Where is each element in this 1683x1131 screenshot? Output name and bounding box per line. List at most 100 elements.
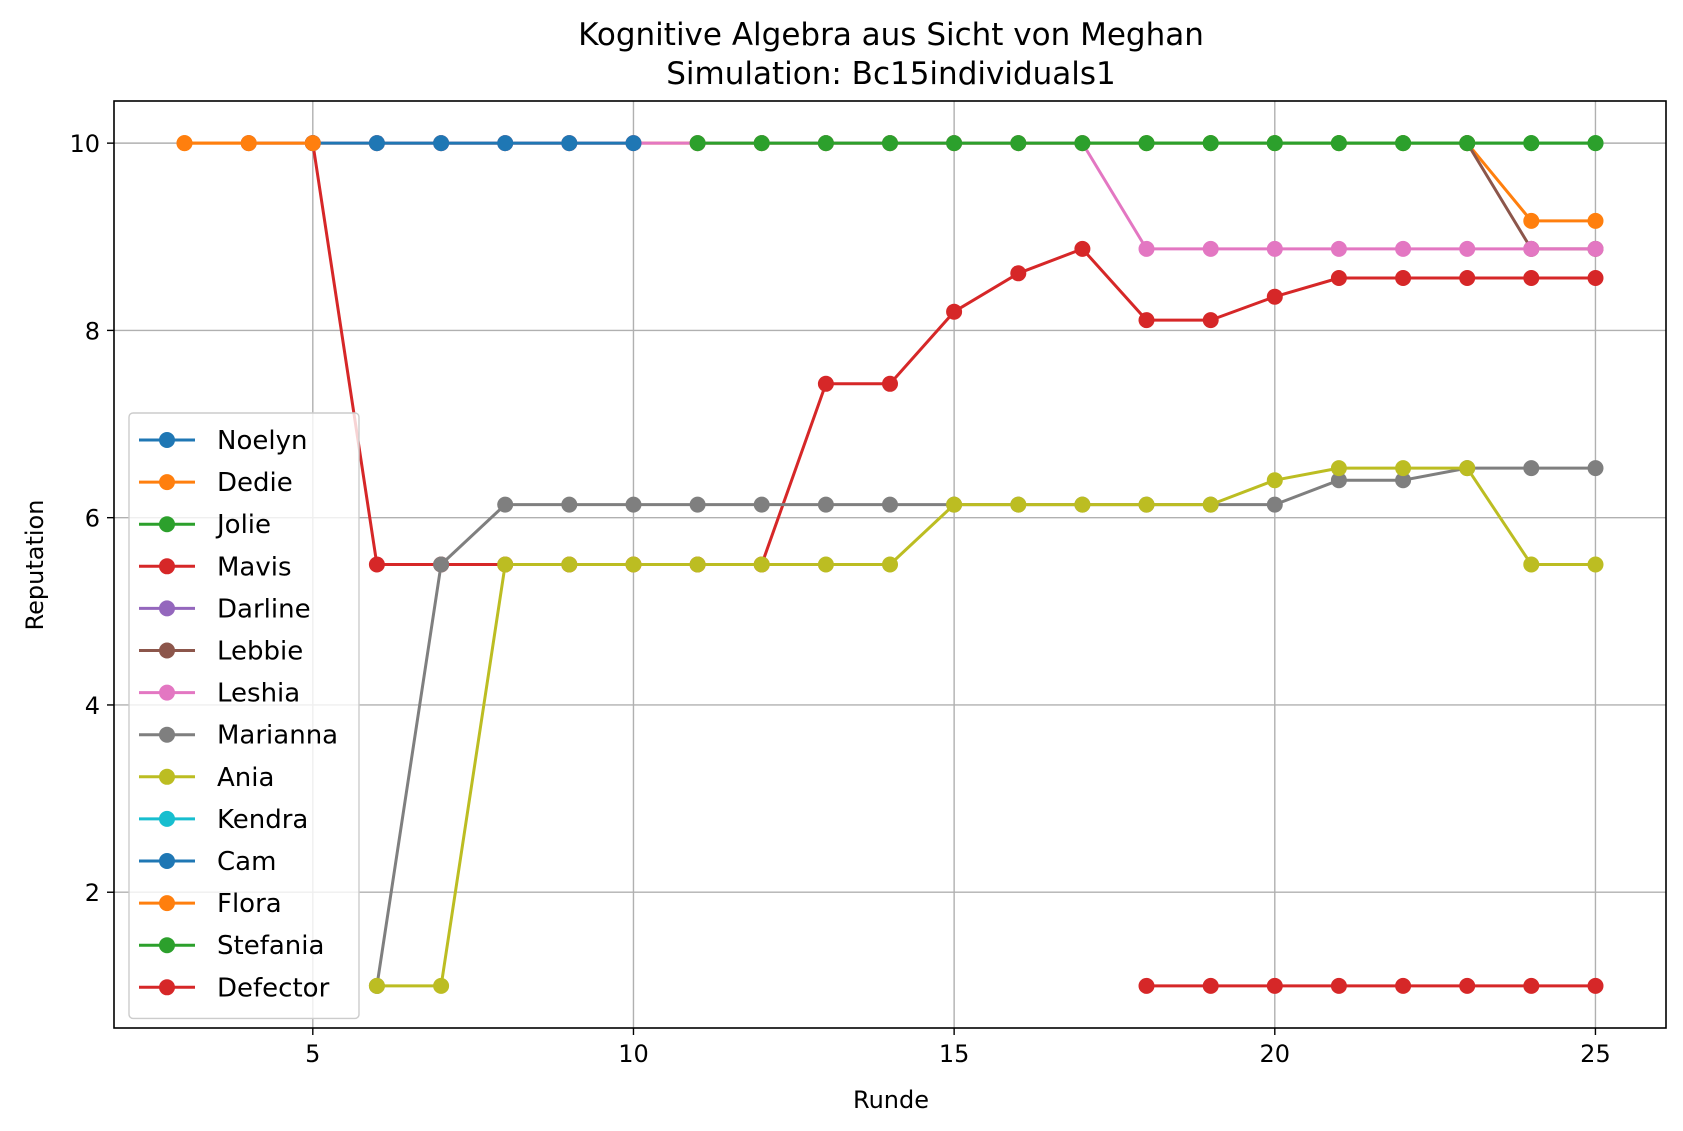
y-tick-label: 8: [85, 317, 100, 345]
legend-marker: [159, 516, 175, 533]
legend-label: Ania: [217, 763, 274, 793]
data-point: [1266, 135, 1283, 152]
legend-label: Darline: [217, 594, 311, 624]
data-point: [1523, 977, 1540, 994]
data-point: [176, 135, 193, 152]
data-point: [1587, 556, 1604, 573]
data-point: [817, 135, 834, 152]
data-point: [689, 556, 706, 573]
data-point: [882, 135, 898, 152]
data-point: [1266, 472, 1283, 489]
data-point: [1202, 312, 1219, 329]
data-point: [561, 135, 578, 152]
data-point: [433, 135, 450, 152]
legend-marker: [159, 474, 175, 491]
chart-title: Kognitive Algebra aus Sicht von Meghan: [578, 17, 1204, 53]
data-point: [882, 496, 898, 513]
data-point: [1138, 496, 1155, 513]
data-point: [817, 556, 834, 573]
y-tick-label: 6: [85, 505, 100, 533]
data-point: [433, 556, 450, 573]
legend-entry: Dedie: [139, 468, 293, 498]
data-point: [561, 556, 578, 573]
legend-label: Jolie: [215, 510, 271, 540]
legend-entry: Leshia: [139, 679, 300, 709]
legend-marker: [159, 768, 175, 785]
data-point: [817, 496, 834, 513]
data-point: [1395, 135, 1412, 152]
series-ania: [368, 460, 1604, 994]
y-axis-label: Reputation: [21, 500, 49, 631]
legend: Noelyn Dedie Jolie Mavis Darline Lebbie Leshia…: [128, 412, 360, 1020]
data-point: [1587, 270, 1604, 286]
data-point: [1523, 135, 1540, 152]
legend-entry: Darline: [139, 594, 311, 624]
legend-label: Cam: [217, 847, 276, 877]
x-axis-label: Runde: [853, 1086, 929, 1114]
data-point: [1266, 288, 1283, 305]
data-point: [1074, 496, 1091, 513]
data-point: [368, 556, 385, 573]
x-tick-label: 5: [305, 1040, 320, 1068]
data-point: [753, 556, 770, 573]
axis-ticks: 5 10 15 20 25 2 4 6 8 10: [69, 130, 1610, 1068]
series-defector: [1138, 977, 1604, 994]
data-point: [1202, 135, 1219, 152]
legend-label: Mavis: [217, 552, 292, 582]
y-tick-label: 10: [69, 130, 100, 158]
data-point: [1266, 496, 1283, 513]
data-point: [368, 135, 385, 152]
y-tick-label: 4: [85, 692, 100, 720]
data-point: [625, 556, 642, 573]
data-point: [368, 977, 385, 994]
data-point: [240, 135, 257, 152]
data-point: [1459, 460, 1476, 477]
legend-marker: [159, 600, 175, 617]
data-point: [1587, 240, 1604, 257]
series-stefania: [689, 135, 1604, 152]
legend-marker: [159, 979, 175, 996]
legend-entry: Noelyn: [139, 426, 307, 456]
data-point: [1202, 977, 1219, 994]
legend-label: Flora: [217, 889, 282, 919]
data-point: [497, 556, 514, 573]
data-point: [1074, 135, 1091, 152]
data-point: [1138, 977, 1155, 994]
chart-subtitle: Simulation: Bc15individuals1: [666, 56, 1116, 92]
legend-entry: Kendra: [139, 805, 308, 835]
data-point: [1330, 240, 1347, 257]
data-point: [946, 135, 963, 152]
legend-marker: [159, 810, 175, 827]
series-flora: [176, 135, 321, 152]
data-point: [497, 135, 514, 152]
data-point: [946, 496, 963, 513]
series-line: [376, 466, 1596, 988]
data-point: [1395, 270, 1412, 286]
data-point: [1523, 240, 1540, 257]
data-point: [1010, 135, 1027, 152]
legend-entry: Flora: [139, 889, 282, 919]
data-point: [1459, 977, 1476, 994]
data-point: [1010, 496, 1027, 513]
data-point: [1138, 240, 1155, 257]
data-point: [1523, 270, 1540, 286]
data-point: [1010, 265, 1027, 282]
data-point: [1330, 460, 1347, 477]
legend-label: Leshia: [217, 679, 300, 709]
legend-marker: [159, 853, 175, 869]
series-layer: [176, 135, 1604, 994]
data-point: [1202, 240, 1219, 257]
data-point: [1459, 240, 1476, 257]
legend-label: Kendra: [217, 805, 308, 835]
legend-marker: [159, 558, 175, 575]
data-point: [1523, 212, 1540, 229]
data-point: [1074, 240, 1091, 257]
data-point: [1459, 135, 1476, 152]
data-point: [1587, 135, 1604, 152]
legend-marker: [159, 726, 175, 743]
data-point: [1459, 270, 1476, 286]
data-point: [497, 496, 514, 513]
legend-entry: Ania: [139, 763, 274, 793]
legend-entry: Lebbie: [139, 637, 303, 667]
